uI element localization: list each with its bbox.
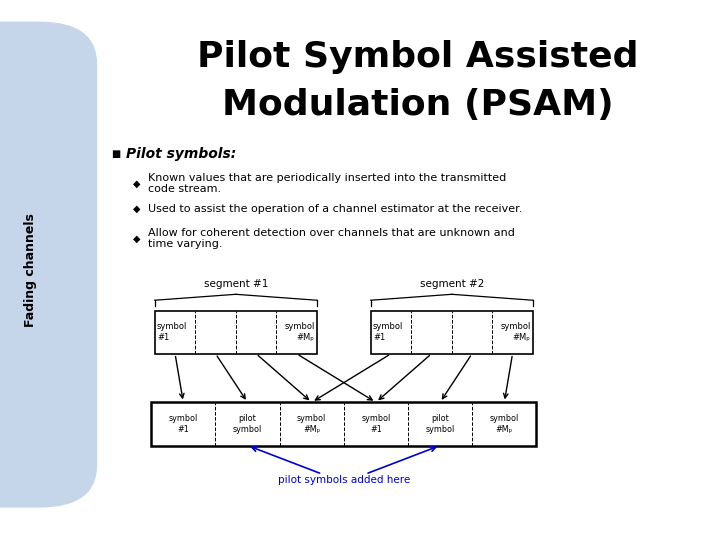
FancyBboxPatch shape bbox=[0, 22, 97, 508]
Text: Allow for coherent detection over channels that are unknown and
time varying.: Allow for coherent detection over channe… bbox=[148, 228, 515, 249]
Text: symbol
#Mₚ: symbol #Mₚ bbox=[500, 322, 531, 342]
Text: pilot
symbol: pilot symbol bbox=[426, 414, 455, 434]
Text: ◆: ◆ bbox=[133, 204, 140, 214]
Text: symbol
#Mₚ: symbol #Mₚ bbox=[297, 414, 326, 434]
Bar bbox=[155, 310, 317, 354]
Text: segment #1: segment #1 bbox=[204, 279, 268, 289]
Text: Pilot symbols:: Pilot symbols: bbox=[126, 147, 236, 161]
Text: symbol
#Mₚ: symbol #Mₚ bbox=[490, 414, 519, 434]
Text: pilot symbols added here: pilot symbols added here bbox=[278, 475, 410, 485]
Text: pilot
symbol: pilot symbol bbox=[233, 414, 262, 434]
Text: segment #2: segment #2 bbox=[420, 279, 484, 289]
Text: symbol
#Mₚ: symbol #Mₚ bbox=[284, 322, 315, 342]
Text: Used to assist the operation of a channel estimator at the receiver.: Used to assist the operation of a channe… bbox=[148, 204, 522, 214]
Text: ◆: ◆ bbox=[133, 179, 140, 188]
Text: symbol
#1: symbol #1 bbox=[168, 414, 198, 434]
Bar bbox=[371, 310, 533, 354]
Text: symbol
#1: symbol #1 bbox=[361, 414, 390, 434]
Text: Fading channels: Fading channels bbox=[24, 213, 37, 327]
Text: Known values that are periodically inserted into the transmitted
code stream.: Known values that are periodically inser… bbox=[148, 173, 506, 194]
Text: ◆: ◆ bbox=[133, 234, 140, 244]
Text: symbol
#1: symbol #1 bbox=[373, 322, 403, 342]
Text: ■: ■ bbox=[112, 149, 121, 159]
Bar bbox=[151, 402, 536, 446]
Text: symbol
#1: symbol #1 bbox=[157, 322, 187, 342]
Text: Modulation (PSAM): Modulation (PSAM) bbox=[222, 89, 613, 122]
Text: Pilot Symbol Assisted: Pilot Symbol Assisted bbox=[197, 40, 639, 73]
